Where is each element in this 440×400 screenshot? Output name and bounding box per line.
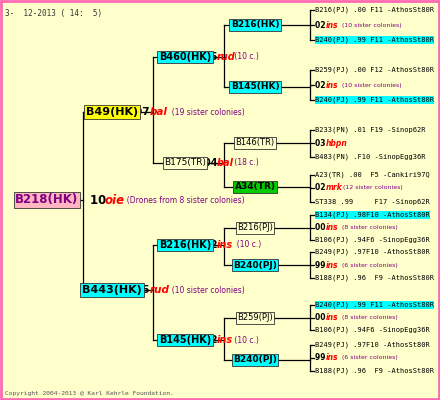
Text: B175(TR): B175(TR) — [164, 158, 206, 168]
Text: (6 sister colonies): (6 sister colonies) — [338, 356, 398, 360]
Text: B49(HK): B49(HK) — [86, 107, 138, 117]
Text: B216(PJ): B216(PJ) — [237, 224, 273, 232]
Text: 04: 04 — [204, 158, 221, 168]
Text: mrk: mrk — [326, 184, 343, 192]
Text: (19 sister colonies): (19 sister colonies) — [167, 108, 245, 116]
Text: B240(PJ) .99 F11 -AthosSt80R: B240(PJ) .99 F11 -AthosSt80R — [315, 37, 434, 43]
Text: 03: 03 — [315, 138, 328, 148]
Text: B145(HK): B145(HK) — [159, 335, 211, 345]
Text: (10 c.): (10 c.) — [232, 52, 259, 62]
Text: B216(PJ) .00 F11 -AthosSt80R: B216(PJ) .00 F11 -AthosSt80R — [315, 7, 434, 13]
Text: 00: 00 — [315, 314, 328, 322]
Text: B259(PJ): B259(PJ) — [237, 314, 273, 322]
Text: B216(HK): B216(HK) — [159, 240, 211, 250]
Text: (Drones from 8 sister colonies): (Drones from 8 sister colonies) — [122, 196, 245, 204]
Text: 10: 10 — [90, 194, 110, 206]
Text: 07: 07 — [135, 107, 153, 117]
Text: 02: 02 — [204, 240, 221, 250]
Text: (10 sister colonies): (10 sister colonies) — [167, 286, 245, 294]
Text: B240(PJ): B240(PJ) — [233, 260, 277, 270]
Text: 02: 02 — [315, 80, 328, 90]
Text: (10 c.): (10 c.) — [232, 336, 259, 344]
Text: 05: 05 — [204, 52, 221, 62]
Text: 99: 99 — [315, 354, 328, 362]
Text: ins: ins — [217, 335, 233, 345]
Text: 3-  12-2013 ( 14:  5): 3- 12-2013 ( 14: 5) — [5, 9, 102, 18]
Text: B249(PJ) .97F10 -AthosSt80R: B249(PJ) .97F10 -AthosSt80R — [315, 249, 430, 255]
Text: bal: bal — [217, 158, 234, 168]
Text: B240(PJ) .99 F11 -AthosSt80R: B240(PJ) .99 F11 -AthosSt80R — [315, 302, 434, 308]
Text: (10 sister colonies): (10 sister colonies) — [338, 22, 402, 28]
Text: B218(HK): B218(HK) — [15, 194, 79, 206]
Text: B240(PJ) .99 F11 -AthosSt80R: B240(PJ) .99 F11 -AthosSt80R — [315, 97, 434, 103]
Text: B240(PJ): B240(PJ) — [233, 356, 277, 364]
Text: B249(PJ) .97F10 -AthosSt80R: B249(PJ) .97F10 -AthosSt80R — [315, 342, 430, 348]
Text: B259(PJ) .00 F12 -AthosSt80R: B259(PJ) .00 F12 -AthosSt80R — [315, 67, 434, 73]
Text: 99: 99 — [315, 260, 328, 270]
Text: 05: 05 — [135, 285, 153, 295]
Text: B233(PN) .01 F19 -Sinop62R: B233(PN) .01 F19 -Sinop62R — [315, 127, 425, 133]
Text: A23(TR) .00  F5 -Cankiri97Q: A23(TR) .00 F5 -Cankiri97Q — [315, 172, 430, 178]
Text: B134(PJ) .98F10 -AthosSt80R: B134(PJ) .98F10 -AthosSt80R — [315, 212, 430, 218]
Text: (12 sister colonies): (12 sister colonies) — [341, 186, 403, 190]
Text: hbpn: hbpn — [326, 138, 348, 148]
Text: ins: ins — [326, 224, 338, 232]
Text: ins: ins — [326, 314, 338, 322]
Text: B106(PJ) .94F6 -SinopEgg36R: B106(PJ) .94F6 -SinopEgg36R — [315, 327, 430, 333]
Text: (10 sister colonies): (10 sister colonies) — [338, 82, 402, 88]
Text: 02: 02 — [315, 184, 328, 192]
Text: ins: ins — [326, 20, 338, 30]
Text: (10 c.): (10 c.) — [232, 240, 261, 250]
Text: ins: ins — [217, 240, 233, 250]
Text: 02: 02 — [204, 335, 221, 345]
Text: ins: ins — [326, 260, 338, 270]
Text: B188(PJ) .96  F9 -AthosSt80R: B188(PJ) .96 F9 -AthosSt80R — [315, 368, 434, 374]
Text: (6 sister colonies): (6 sister colonies) — [338, 262, 398, 268]
Text: ST338 .99     F17 -Sinop62R: ST338 .99 F17 -Sinop62R — [315, 199, 430, 205]
Text: Copyright 2004-2013 @ Karl Kehrle Foundation.: Copyright 2004-2013 @ Karl Kehrle Founda… — [5, 391, 174, 396]
Text: 02: 02 — [315, 20, 328, 30]
Text: (18 c.): (18 c.) — [232, 158, 259, 168]
Text: ins: ins — [326, 80, 338, 90]
Text: A34(TR): A34(TR) — [235, 182, 275, 192]
Text: (8 sister colonies): (8 sister colonies) — [338, 226, 398, 230]
Text: (8 sister colonies): (8 sister colonies) — [338, 316, 398, 320]
Text: ins: ins — [326, 354, 338, 362]
Text: B146(TR): B146(TR) — [235, 138, 275, 148]
Text: B460(HK): B460(HK) — [159, 52, 211, 62]
Text: bal: bal — [150, 107, 168, 117]
Text: rud: rud — [150, 285, 170, 295]
Text: 00: 00 — [315, 224, 328, 232]
Text: rud: rud — [217, 52, 236, 62]
Text: oie: oie — [105, 194, 125, 206]
Text: B188(PJ) .96  F9 -AthosSt80R: B188(PJ) .96 F9 -AthosSt80R — [315, 275, 434, 281]
Text: B483(PN) .F10 -SinopEgg36R: B483(PN) .F10 -SinopEgg36R — [315, 154, 425, 160]
Text: B216(HK): B216(HK) — [231, 20, 279, 30]
Text: B443(HK): B443(HK) — [82, 285, 142, 295]
Text: B145(HK): B145(HK) — [231, 82, 279, 92]
Text: B106(PJ) .94F6 -SinopEgg36R: B106(PJ) .94F6 -SinopEgg36R — [315, 237, 430, 243]
